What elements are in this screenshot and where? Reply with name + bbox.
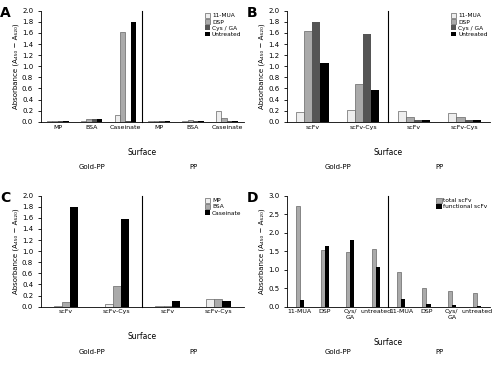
Bar [300, 300, 304, 307]
Bar [198, 121, 204, 122]
Text: Gold-PP: Gold-PP [324, 164, 351, 170]
Legend: MP, BSA, Caseinate: MP, BSA, Caseinate [204, 197, 242, 217]
Bar [121, 219, 129, 307]
Bar [120, 32, 126, 122]
Bar [414, 120, 422, 122]
Bar [452, 305, 456, 307]
Bar [346, 252, 350, 307]
Bar [397, 272, 401, 307]
Bar [347, 109, 355, 122]
Bar [193, 121, 198, 122]
Bar [52, 121, 58, 122]
X-axis label: Surface: Surface [374, 148, 403, 157]
Text: PP: PP [189, 349, 197, 355]
Bar [114, 115, 120, 122]
Bar [126, 121, 131, 122]
Text: Gold-PP: Gold-PP [78, 349, 105, 355]
Text: A: A [0, 6, 11, 20]
Text: PP: PP [435, 349, 444, 355]
Bar [477, 305, 482, 307]
Bar [227, 121, 232, 122]
Y-axis label: Absorbance (A₄₅₀ − A₆₂₀): Absorbance (A₄₅₀ − A₆₂₀) [259, 208, 266, 294]
Bar [296, 206, 300, 307]
Bar [456, 117, 464, 122]
Bar [104, 304, 113, 307]
Y-axis label: Absorbance (A₄₅₀ − A₆₂₀): Absorbance (A₄₅₀ − A₆₂₀) [12, 23, 19, 109]
X-axis label: Surface: Surface [128, 148, 157, 157]
Bar [159, 121, 164, 122]
Bar [320, 63, 328, 122]
Bar [58, 121, 63, 122]
Bar [148, 121, 154, 122]
Text: B: B [246, 6, 257, 20]
Bar [172, 301, 180, 307]
Bar [214, 299, 222, 307]
X-axis label: Surface: Surface [128, 333, 157, 341]
Bar [371, 90, 380, 122]
Bar [206, 299, 214, 307]
Bar [321, 250, 325, 307]
Bar [113, 286, 121, 307]
Legend: 11-MUA, DSP, Cys / GA, Untreated: 11-MUA, DSP, Cys / GA, Untreated [450, 12, 488, 38]
Bar [232, 121, 237, 122]
Bar [222, 119, 227, 122]
Bar [296, 112, 304, 122]
Bar [473, 292, 477, 307]
Bar [426, 304, 430, 307]
Legend: 11-MUA, DSP, Cys / GA, Untreated: 11-MUA, DSP, Cys / GA, Untreated [204, 12, 242, 38]
Bar [363, 34, 371, 122]
Bar [325, 246, 329, 307]
Bar [154, 121, 159, 122]
Bar [80, 121, 86, 122]
Bar [398, 110, 406, 122]
Bar [188, 120, 193, 122]
Bar [62, 302, 70, 307]
Bar [448, 291, 452, 307]
Bar [216, 110, 222, 122]
Bar [97, 119, 102, 122]
Text: PP: PP [189, 164, 197, 170]
Bar [182, 121, 188, 122]
Bar [156, 305, 164, 307]
Bar [372, 249, 376, 307]
X-axis label: Surface: Surface [374, 338, 403, 347]
Bar [422, 288, 426, 307]
Bar [376, 268, 380, 307]
Legend: total scFv, functional scFv: total scFv, functional scFv [435, 197, 488, 211]
Bar [472, 120, 481, 122]
Bar [86, 119, 92, 122]
Text: C: C [0, 191, 10, 205]
Bar [355, 84, 363, 122]
Bar [401, 299, 405, 307]
Bar [406, 117, 414, 122]
Text: D: D [246, 191, 258, 205]
Bar [312, 22, 320, 122]
Bar [92, 119, 97, 122]
Bar [164, 121, 170, 122]
Bar [464, 120, 472, 122]
Bar [131, 22, 136, 122]
Bar [448, 113, 456, 122]
Bar [70, 207, 78, 307]
Text: PP: PP [435, 164, 444, 170]
Text: Gold-PP: Gold-PP [324, 349, 351, 355]
Bar [164, 305, 172, 307]
Bar [422, 120, 430, 122]
Bar [54, 305, 62, 307]
Y-axis label: Absorbance (A₄₅₀ − A₆₂₀): Absorbance (A₄₅₀ − A₆₂₀) [259, 23, 266, 109]
Bar [222, 301, 230, 307]
Bar [47, 121, 52, 122]
Bar [304, 31, 312, 122]
Bar [350, 240, 354, 307]
Y-axis label: Absorbance (A₄₅₀ − A₆₂₀): Absorbance (A₄₅₀ − A₆₂₀) [12, 208, 19, 294]
Bar [63, 121, 68, 122]
Text: Gold-PP: Gold-PP [78, 164, 105, 170]
